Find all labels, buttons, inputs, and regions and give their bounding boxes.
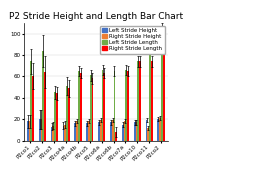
Bar [63, 126, 64, 141]
Bar [149, 41, 151, 141]
Bar [146, 120, 147, 141]
Bar [66, 86, 68, 141]
Bar [159, 118, 161, 141]
Bar [124, 121, 126, 141]
Bar [137, 61, 139, 141]
Bar [56, 93, 58, 141]
Bar [161, 28, 163, 141]
Bar [98, 122, 100, 141]
Bar [126, 70, 127, 141]
Bar [157, 119, 159, 141]
Bar [115, 132, 117, 141]
Bar [44, 72, 46, 141]
Bar [27, 121, 29, 141]
Bar [114, 71, 115, 141]
Bar [127, 71, 129, 141]
Bar [31, 61, 32, 141]
Bar [76, 121, 78, 141]
Bar [29, 121, 31, 141]
Bar [88, 121, 90, 141]
Bar [90, 75, 92, 141]
Bar [54, 92, 56, 141]
Bar [147, 128, 149, 141]
Bar [100, 120, 102, 141]
Bar [32, 76, 34, 141]
Bar [68, 88, 70, 141]
Bar [40, 119, 42, 141]
Legend: Left Stride Height, Right Stride Height, Left Stride Length, Right Stride Length: Left Stride Height, Right Stride Height,… [99, 26, 165, 54]
Bar [102, 70, 103, 141]
Bar [163, 40, 165, 141]
Bar [103, 73, 105, 141]
Bar [74, 124, 76, 141]
Bar [42, 51, 44, 141]
Bar [139, 61, 141, 141]
Bar [52, 126, 54, 141]
Bar [64, 124, 66, 141]
Bar [51, 127, 52, 141]
Title: P2 Stride Height and Length Bar Chart: P2 Stride Height and Length Bar Chart [9, 12, 183, 21]
Bar [78, 71, 80, 141]
Bar [122, 124, 124, 141]
Bar [112, 120, 114, 141]
Bar [86, 124, 88, 141]
Bar [136, 122, 137, 141]
Bar [110, 122, 112, 141]
Bar [92, 78, 93, 141]
Bar [151, 61, 153, 141]
Bar [80, 73, 81, 141]
Bar [39, 119, 40, 141]
Bar [134, 122, 136, 141]
